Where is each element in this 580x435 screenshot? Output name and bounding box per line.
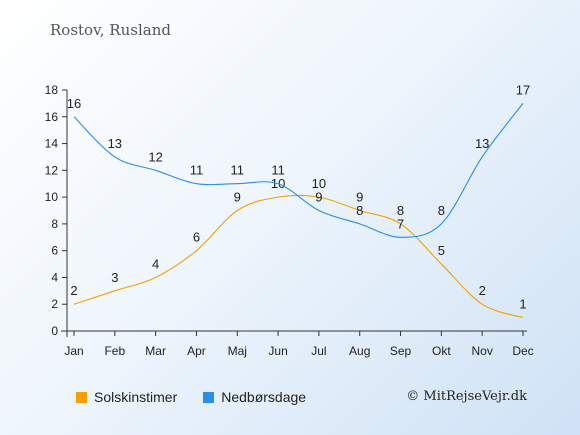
data-label-sunshine: 6 — [193, 230, 200, 245]
data-label-sunshine: 5 — [438, 243, 445, 258]
y-tick-label: 6 — [51, 244, 58, 258]
data-label-rain-days: 13 — [108, 136, 122, 151]
data-label-rain-days: 11 — [231, 163, 245, 178]
data-label-rain-days: 16 — [67, 96, 81, 111]
legend-label-rain-days: Nedbørsdage — [221, 389, 307, 405]
x-tick-label: Apr — [187, 344, 206, 358]
data-label-sunshine: 9 — [356, 190, 363, 205]
data-label-rain-days: 11 — [190, 163, 204, 178]
legend-item-sunshine: Solskinstimer — [76, 389, 177, 405]
y-tick-label: 0 — [51, 324, 58, 338]
credit-link[interactable]: © MitRejseVejr.dk — [406, 389, 527, 404]
data-label-sunshine: 10 — [312, 176, 326, 191]
x-tick-label: Jan — [64, 344, 83, 358]
data-label-sunshine: 4 — [152, 256, 159, 271]
data-label-rain-days: 11 — [271, 163, 285, 178]
legend-swatch-rain-days — [203, 391, 215, 403]
x-tick-label: Sep — [390, 344, 412, 358]
x-tick-label: Dec — [512, 344, 533, 358]
chart-legend: Solskinstimer Nedbørsdage — [76, 389, 306, 405]
data-label-sunshine: 8 — [397, 203, 404, 218]
y-tick-label: 14 — [45, 137, 59, 151]
legend-item-rain-days: Nedbørsdage — [203, 389, 306, 405]
data-label-sunshine: 2 — [479, 283, 486, 298]
y-tick-label: 8 — [51, 217, 58, 231]
y-tick-label: 2 — [51, 297, 58, 311]
legend-label-sunshine: Solskinstimer — [94, 389, 178, 405]
legend-swatch-sunshine — [76, 391, 87, 403]
data-label-sunshine: 3 — [111, 270, 118, 285]
y-tick-label: 18 — [45, 83, 59, 97]
chart-title: Rostov, Rusland — [50, 21, 171, 39]
data-label-rain-days: 9 — [315, 190, 322, 205]
y-tick-label: 4 — [51, 270, 58, 284]
data-label-sunshine: 1 — [519, 297, 526, 312]
data-label-rain-days: 8 — [356, 203, 363, 218]
x-tick-label: Jul — [311, 344, 326, 358]
x-tick-label: Aug — [349, 344, 370, 358]
x-tick-label: Feb — [104, 344, 125, 358]
y-tick-label: 16 — [45, 110, 59, 124]
data-label-rain-days: 8 — [438, 203, 445, 218]
x-tick-label: Mar — [145, 344, 166, 358]
data-label-rain-days: 13 — [475, 136, 489, 151]
x-tick-label: Jun — [268, 344, 287, 358]
series-line-rain-days — [73, 103, 524, 238]
x-tick-label: Nov — [472, 344, 493, 358]
data-label-sunshine: 9 — [234, 190, 241, 205]
x-tick-label: Okt — [432, 344, 451, 358]
data-label-sunshine: 2 — [70, 283, 77, 298]
y-tick-label: 12 — [45, 163, 59, 177]
data-label-rain-days: 12 — [148, 149, 162, 164]
series-line-sunshine — [73, 194, 524, 319]
data-label-rain-days: 17 — [516, 82, 530, 97]
data-label-rain-days: 7 — [397, 216, 404, 231]
y-tick-label: 10 — [45, 190, 59, 204]
x-tick-label: Maj — [228, 344, 247, 358]
